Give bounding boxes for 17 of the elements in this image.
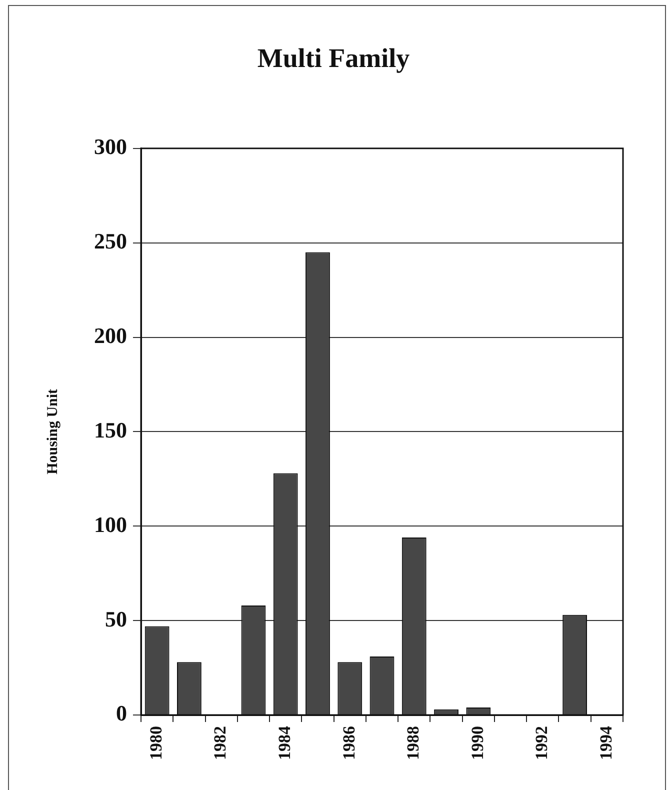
y-tick-label: 300 [94, 134, 127, 160]
x-tick-label: 1986 [339, 726, 358, 760]
chart-title: Multi Family [257, 43, 410, 74]
x-tick-label: 1984 [274, 726, 294, 760]
y-tick-label: 150 [94, 417, 127, 442]
y-tick-label: 250 [94, 228, 127, 254]
y-tick-label: 0 [116, 700, 127, 726]
x-tick-label: 1994 [596, 726, 616, 760]
y-tick-label: 200 [94, 322, 127, 348]
y-tick-label: 50 [105, 606, 127, 632]
x-tick-label: 1982 [210, 726, 230, 760]
x-tick-label: 1990 [468, 726, 487, 760]
x-tick-label: 1980 [146, 726, 166, 760]
x-tick-label: 1988 [404, 726, 423, 760]
x-tick-label: 1992 [532, 726, 552, 760]
y-tick-label: 100 [94, 512, 127, 537]
y-axis-title: Housing Unit [44, 388, 61, 474]
